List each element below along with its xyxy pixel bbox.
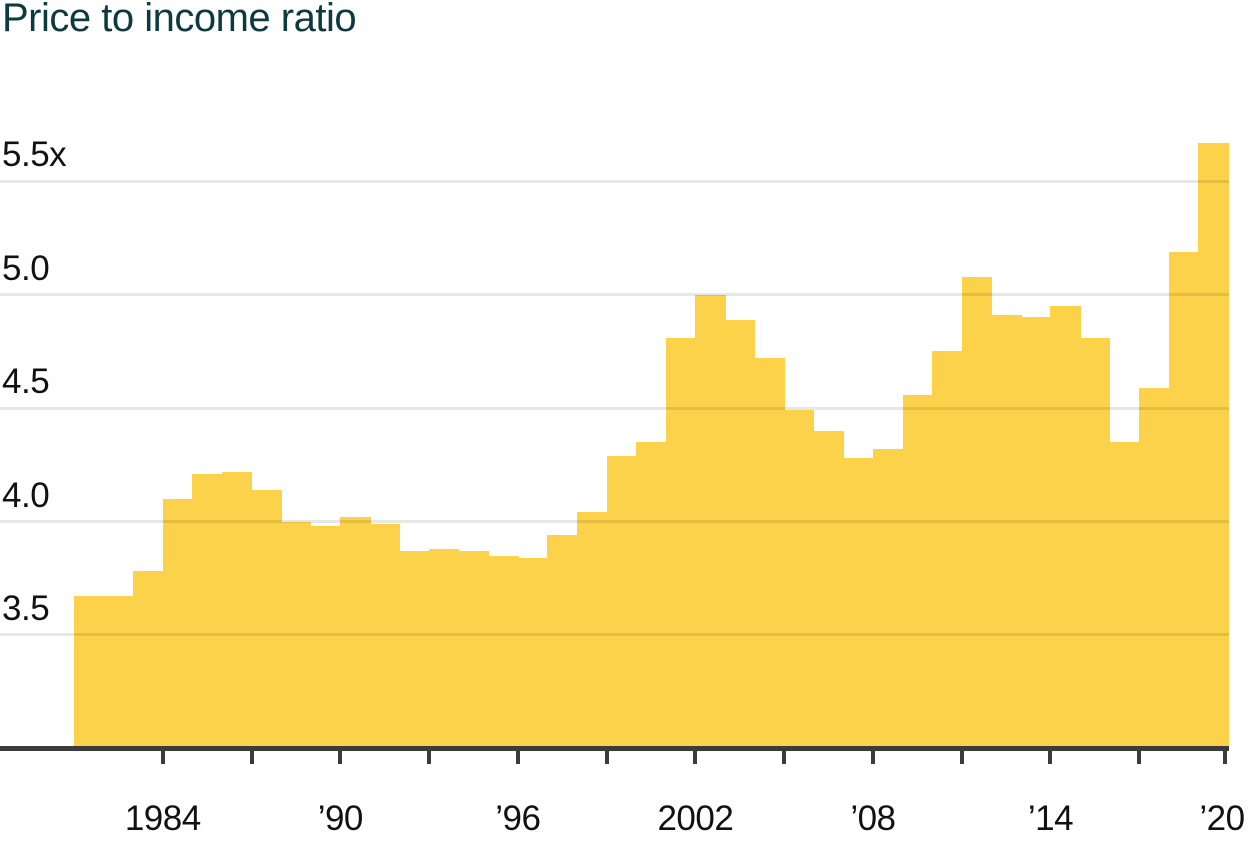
x-axis-tick-1984: [160, 751, 165, 764]
x-axis-tick-1999: [604, 751, 609, 764]
bar-1988: [251, 489, 282, 746]
bar-2010: [902, 394, 933, 746]
bar-1982: [74, 596, 105, 746]
bar-1989: [281, 521, 312, 746]
x-axis-tick-2014: [1048, 751, 1053, 764]
gridline-4_5: [0, 406, 1229, 410]
bar-2001: [636, 442, 667, 746]
bar-1992: [369, 523, 401, 746]
x-axis-label-1996: ’96: [495, 799, 541, 838]
y-axis-label: 3.5: [2, 588, 50, 628]
bar-2006: [784, 410, 815, 746]
bar-2003: [695, 294, 726, 746]
bar-1995: [458, 550, 489, 746]
bar-1987: [221, 471, 253, 746]
x-axis-line: [0, 746, 1229, 751]
bar-2012: [961, 276, 992, 746]
bar-2013: [991, 315, 1022, 746]
bar-2007: [813, 430, 845, 746]
x-axis-label-1984: 1984: [124, 799, 201, 838]
x-axis-tick-1987: [249, 751, 254, 764]
bar-1993: [399, 550, 430, 746]
bar-2008: [843, 458, 874, 746]
bar-1983: [103, 596, 134, 746]
y-axis-label: 4.5: [2, 362, 50, 402]
bar-1984: [133, 571, 164, 746]
chart-title: Price to income ratio: [2, 0, 357, 40]
y-axis-label: 4.0: [2, 475, 50, 515]
bar-2019: [1168, 251, 1200, 746]
gridline-5_5x: [0, 179, 1229, 183]
x-axis-label-2008: ’08: [850, 799, 896, 838]
gridline-5_0: [0, 293, 1229, 297]
x-axis-tick-2017: [1137, 751, 1142, 764]
bar-2015: [1050, 306, 1081, 746]
x-axis-tick-1990: [338, 751, 343, 764]
x-axis-tick-2005: [782, 751, 787, 764]
x-axis-tick-2020: [1223, 751, 1227, 764]
bar-2020: [1198, 142, 1229, 746]
bar-2004: [724, 319, 756, 746]
bar-1991: [340, 516, 371, 746]
bar-1997: [517, 557, 549, 746]
gridline-3_5: [0, 633, 1229, 637]
x-axis-label-2014: ’14: [1027, 799, 1074, 838]
bar-2009: [872, 448, 904, 746]
bar-2014: [1020, 317, 1052, 746]
bar-1986: [192, 473, 223, 746]
bar-2005: [754, 358, 785, 746]
bar-1985: [162, 498, 194, 746]
x-axis-tick-2008: [870, 751, 875, 764]
bar-2002: [665, 337, 697, 746]
bar-2018: [1139, 387, 1170, 746]
bar-1998: [547, 535, 578, 746]
x-axis-label-1990: ’90: [317, 799, 364, 838]
gridline-4_0: [0, 520, 1229, 523]
x-axis-tick-2011: [959, 751, 964, 764]
bar-2016: [1080, 337, 1111, 746]
x-axis-tick-1993: [427, 751, 432, 764]
x-axis-tick-2002: [693, 751, 698, 764]
x-axis-label-2002: 2002: [657, 799, 734, 838]
x-axis-tick-1996: [515, 751, 520, 764]
bar-1990: [310, 526, 341, 746]
bar-2011: [932, 351, 963, 746]
bar-2000: [606, 455, 637, 746]
y-axis-label: 5.5x: [2, 135, 67, 175]
x-axis-label-2020: ’20: [1199, 799, 1245, 838]
y-axis-label: 5.0: [2, 248, 50, 288]
bar-1996: [488, 555, 519, 746]
bar-1999: [577, 512, 608, 746]
bar-1994: [429, 548, 460, 746]
bar-2017: [1109, 442, 1140, 746]
